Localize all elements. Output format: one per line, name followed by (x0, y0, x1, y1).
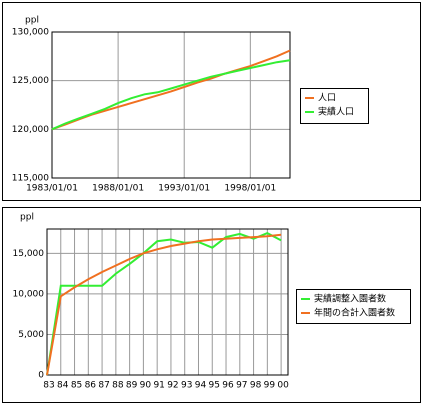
x-tick-label: 96 (222, 381, 234, 391)
x-tick-label: 95 (209, 381, 220, 391)
x-tick-label: 1988/01/01 (92, 184, 144, 194)
x-tick-label: 99 (264, 381, 276, 391)
x-tick-label: 92 (167, 381, 178, 391)
x-tick-label: 83 (43, 381, 54, 391)
x-tick-label: 00 (277, 381, 289, 391)
x-tick-label: 90 (140, 381, 152, 391)
series-line (51, 59, 291, 131)
y-tick-label: 115,000 (12, 174, 49, 184)
x-tick-label: 86 (85, 381, 97, 391)
y-tick-label: 10,000 (13, 289, 45, 299)
legend-box (296, 289, 411, 324)
x-tick-label: 85 (71, 381, 82, 391)
x-tick-label: 88 (112, 381, 124, 391)
y-tick-label: 120,000 (12, 125, 49, 135)
y-tick-label: 130,000 (12, 28, 49, 38)
x-tick-label: 97 (236, 381, 247, 391)
legend-label: 人口 (318, 93, 336, 104)
x-tick-label: 98 (250, 381, 262, 391)
legend-label: 実績調整入園者数 (314, 293, 386, 305)
x-tick-label: 1998/01/01 (224, 184, 276, 194)
y-tick-label: 125,000 (12, 76, 49, 86)
y-axis-label: ppl (20, 213, 34, 223)
y-tick-label: 0 (38, 371, 44, 381)
plot-frame (46, 228, 289, 376)
x-tick-label: 84 (57, 381, 69, 391)
legend-label: 年間の合計入園者数 (314, 307, 395, 319)
x-tick-label: 89 (126, 381, 138, 391)
y-tick-label: 15,000 (13, 249, 45, 259)
y-axis-label: ppl (25, 16, 39, 26)
series-line (46, 233, 282, 376)
plot-frame (51, 31, 291, 179)
x-tick-label: 1983/01/01 (26, 184, 78, 194)
y-tick-label: 5,000 (18, 330, 44, 340)
x-tick-label: 93 (181, 381, 192, 391)
x-tick-label: 1993/01/01 (158, 184, 210, 194)
x-tick-label: 87 (98, 381, 109, 391)
series-line (46, 231, 282, 376)
x-tick-label: 94 (195, 381, 207, 391)
legend-box (300, 88, 369, 124)
legend-label: 実績人口 (318, 106, 354, 118)
x-tick-label: 91 (153, 381, 164, 391)
